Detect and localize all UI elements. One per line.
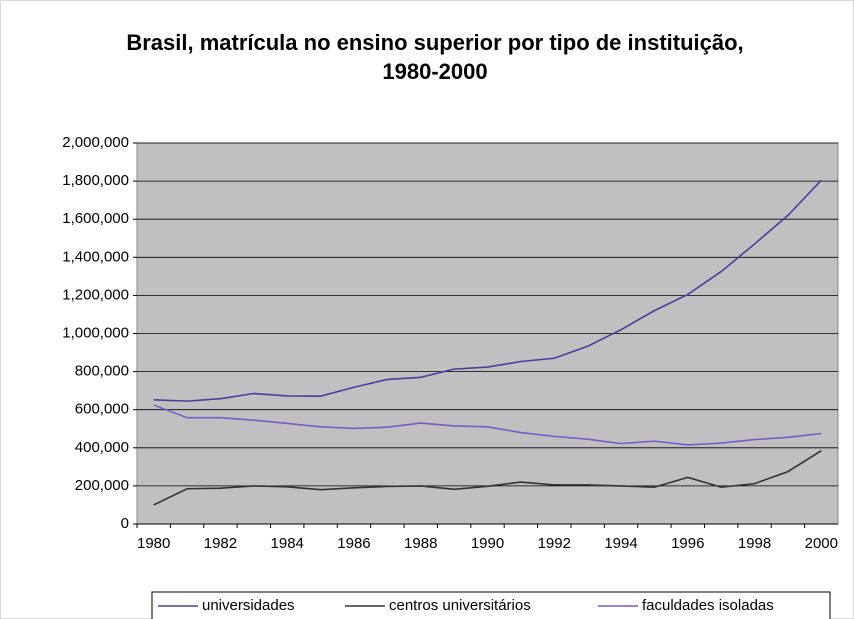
y-tick-label: 1,600,000 <box>62 210 129 227</box>
y-tick-label: 1,200,000 <box>62 286 129 303</box>
y-tick-label: 1,800,000 <box>62 172 129 189</box>
y-tick-label: 600,000 <box>75 401 129 418</box>
chart-title: Brasil, matrícula no ensino superior por… <box>126 30 744 84</box>
x-tick-label: 1984 <box>271 535 304 552</box>
y-tick-label: 1,400,000 <box>62 248 129 265</box>
legend-label: centros universitários <box>389 597 531 614</box>
y-tick-label: 1,000,000 <box>62 324 129 341</box>
legend-label: faculdades isoladas <box>642 597 774 614</box>
x-tick-label: 1982 <box>204 535 237 552</box>
y-tick-label: 0 <box>121 515 129 532</box>
x-tick-label: 1988 <box>404 535 437 552</box>
legend-label: universidades <box>202 597 295 614</box>
y-tick-label: 400,000 <box>75 439 129 456</box>
y-tick-label: 800,000 <box>75 363 129 380</box>
x-tick-label: 1992 <box>538 535 571 552</box>
series-line <box>153 449 822 506</box>
legend-box <box>151 591 831 619</box>
series-line <box>153 179 822 402</box>
x-tick-label: 1998 <box>738 535 771 552</box>
x-tick-label: 2000 <box>805 535 838 552</box>
x-tick-label: 1996 <box>671 535 704 552</box>
x-tick-label: 1994 <box>604 535 637 552</box>
x-tick-label: 1986 <box>337 535 370 552</box>
x-tick-label: 1980 <box>137 535 170 552</box>
series-line <box>153 404 822 446</box>
x-tick-label: 1990 <box>471 535 504 552</box>
y-tick-label: 200,000 <box>75 477 129 494</box>
y-tick-label: 2,000,000 <box>62 134 129 151</box>
